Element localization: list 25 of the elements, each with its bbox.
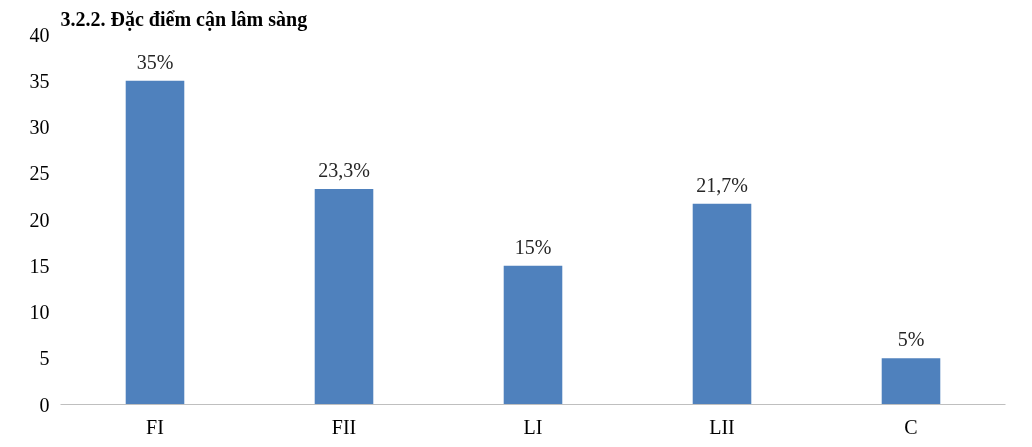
y-tick-label: 15	[29, 254, 50, 277]
bar	[503, 265, 563, 405]
y-tick-label: 5	[39, 347, 50, 370]
x-tick-label: LII	[709, 415, 735, 438]
x-tick-label: FII	[331, 415, 357, 438]
bar	[692, 203, 752, 405]
y-tick-label: 25	[29, 162, 50, 185]
x-tick-label: LI	[523, 415, 543, 438]
data-label: 23,3%	[318, 158, 370, 181]
bar	[881, 358, 941, 405]
data-label: 15%	[514, 235, 552, 258]
y-tick-label: 20	[29, 208, 50, 231]
data-label: 35%	[136, 50, 174, 73]
y-tick-label: 35	[29, 69, 50, 92]
y-tick-label: 30	[29, 116, 50, 138]
y-tick-label: 40	[29, 23, 50, 46]
data-label: 21,7%	[696, 173, 748, 196]
bar	[125, 80, 185, 405]
bar	[314, 188, 374, 405]
x-tick-label: FI	[146, 415, 164, 438]
x-tick-label: C	[904, 415, 918, 438]
y-tick-label: 10	[29, 301, 50, 323]
y-tick-label: 0	[39, 393, 50, 416]
chart-title: 3.2.2. Đặc điểm cận lâm sàng	[60, 7, 308, 31]
data-label: 5%	[897, 328, 925, 351]
